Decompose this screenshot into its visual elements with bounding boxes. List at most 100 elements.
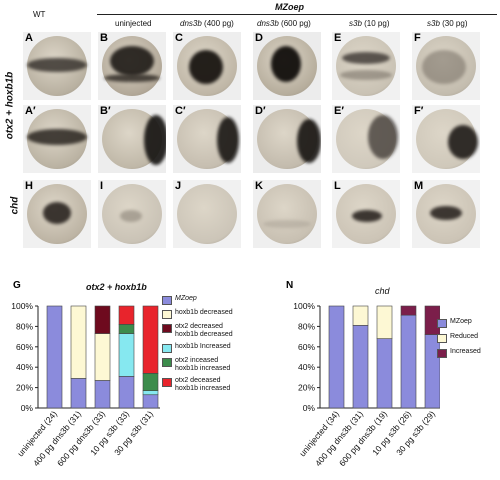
embryo-panel-row3-4: L (332, 180, 400, 248)
legend-swatch (437, 349, 447, 358)
embryo-panel-row3-2: J (173, 180, 241, 248)
header-wt: WT (33, 10, 46, 19)
stain-region (368, 115, 398, 159)
header-col-s3b-30: s3b (30 pg) (427, 19, 468, 28)
y-tick-label: 80% (16, 321, 33, 331)
embryo-panel-row2-4: E′ (332, 105, 400, 173)
bar-segment (118, 333, 135, 377)
legend-swatch (162, 344, 172, 353)
embryo-panel-row1-4: E (332, 32, 400, 100)
stain-region (189, 50, 223, 84)
stain-region (104, 74, 160, 82)
y-tick-label: 0% (303, 403, 316, 413)
embryo-panel-row2-3: D′ (253, 105, 321, 173)
row-label-otx2-hoxb1b: otx2 + hoxb1b (4, 71, 16, 140)
stain-region (342, 52, 390, 64)
chart-g-label: G (13, 280, 21, 291)
bar-segment (118, 305, 135, 325)
header-group-line (97, 14, 497, 15)
stain-region (297, 119, 321, 163)
embryo-panel-row1-1: B (98, 32, 166, 100)
bar-segment (70, 305, 87, 379)
embryo-panel-row1-3: D (253, 32, 321, 100)
stain-region (27, 58, 87, 72)
bar-segment (328, 305, 345, 409)
bar-segment (94, 305, 111, 334)
bar-segment (70, 378, 87, 409)
bar-segment (142, 305, 159, 374)
bar-segment (400, 305, 417, 316)
header-col-dns3b-600: dns3b (600 pg) (257, 19, 311, 28)
embryo-panel-row2-1: B′ (98, 105, 166, 173)
stain-region (43, 202, 71, 224)
y-tick-label: 100% (11, 301, 33, 311)
bar-segment (424, 305, 440, 335)
legend-label: hoxb1b decreased (175, 309, 233, 316)
embryo-panel-row3-0: H (23, 180, 91, 248)
embryo-image (336, 36, 396, 96)
bar-segment (142, 390, 159, 396)
header-col-dns3b-400: dns3b (400 pg) (180, 19, 234, 28)
panel-label: C′ (175, 105, 186, 117)
bar-segment (352, 305, 369, 326)
stain-region (110, 46, 154, 76)
panel-label: C (175, 32, 183, 44)
bar-segment (94, 380, 111, 409)
panel-label: A′ (25, 105, 36, 117)
y-tick-label: 20% (16, 383, 33, 393)
legend-label: MZoep (175, 295, 197, 302)
embryo-panel-row2-5: F′ (412, 105, 480, 173)
panel-label: A (25, 32, 33, 44)
y-tick-label: 40% (16, 362, 33, 372)
stain-region (448, 125, 478, 159)
bar-segment (142, 373, 159, 391)
embryo-image (177, 184, 237, 244)
panel-label: J (175, 180, 182, 192)
stain-region (271, 46, 301, 82)
bar-segment (352, 325, 369, 409)
legend-label: hoxb1b Increased (175, 343, 231, 350)
legend-swatch (437, 319, 447, 328)
panel-label: F (414, 32, 421, 44)
stain-region (352, 210, 382, 222)
panel-label: D′ (255, 105, 266, 117)
legend-label: hoxb1b decreased (175, 331, 233, 338)
stain-region (120, 210, 142, 222)
legend-swatch (162, 324, 172, 333)
row-label-chd: chd (9, 196, 21, 215)
legend-label: MZoep (450, 318, 472, 325)
y-tick-label: 80% (298, 321, 315, 331)
header-group: MZoep (275, 2, 304, 12)
y-tick-label: 60% (16, 342, 33, 352)
stain-region (27, 129, 87, 145)
embryo-panel-row1-5: F (412, 32, 480, 100)
panel-label: H (25, 180, 33, 192)
legend-swatch (162, 310, 172, 319)
y-tick-label: 0% (21, 403, 34, 413)
panel-label: K (255, 180, 263, 192)
bar-segment (46, 305, 63, 409)
bar-segment (118, 324, 135, 334)
legend-swatch (437, 334, 447, 343)
chart-n-label: N (286, 280, 294, 291)
panel-label: F′ (414, 105, 424, 117)
legend-swatch (162, 296, 172, 305)
stain-region (263, 220, 311, 228)
chart-n-title: chd (375, 286, 390, 296)
panel-label: B (100, 32, 108, 44)
bar-segment (400, 314, 417, 409)
legend-label: otx2 inceased (175, 357, 219, 364)
embryo-panel-row1-2: C (173, 32, 241, 100)
y-tick-label: 40% (298, 362, 315, 372)
embryo-panel-row3-3: K (253, 180, 321, 248)
legend-swatch (162, 378, 172, 387)
stain-region (340, 70, 392, 80)
legend-label: Increased (450, 348, 481, 355)
panel-label: L (334, 180, 341, 192)
y-tick-label: 100% (293, 301, 315, 311)
y-tick-label: 20% (298, 383, 315, 393)
panel-label: M (414, 180, 424, 192)
bar-segment (142, 394, 159, 409)
bar-segment (118, 376, 135, 409)
legend-swatch (162, 358, 172, 367)
